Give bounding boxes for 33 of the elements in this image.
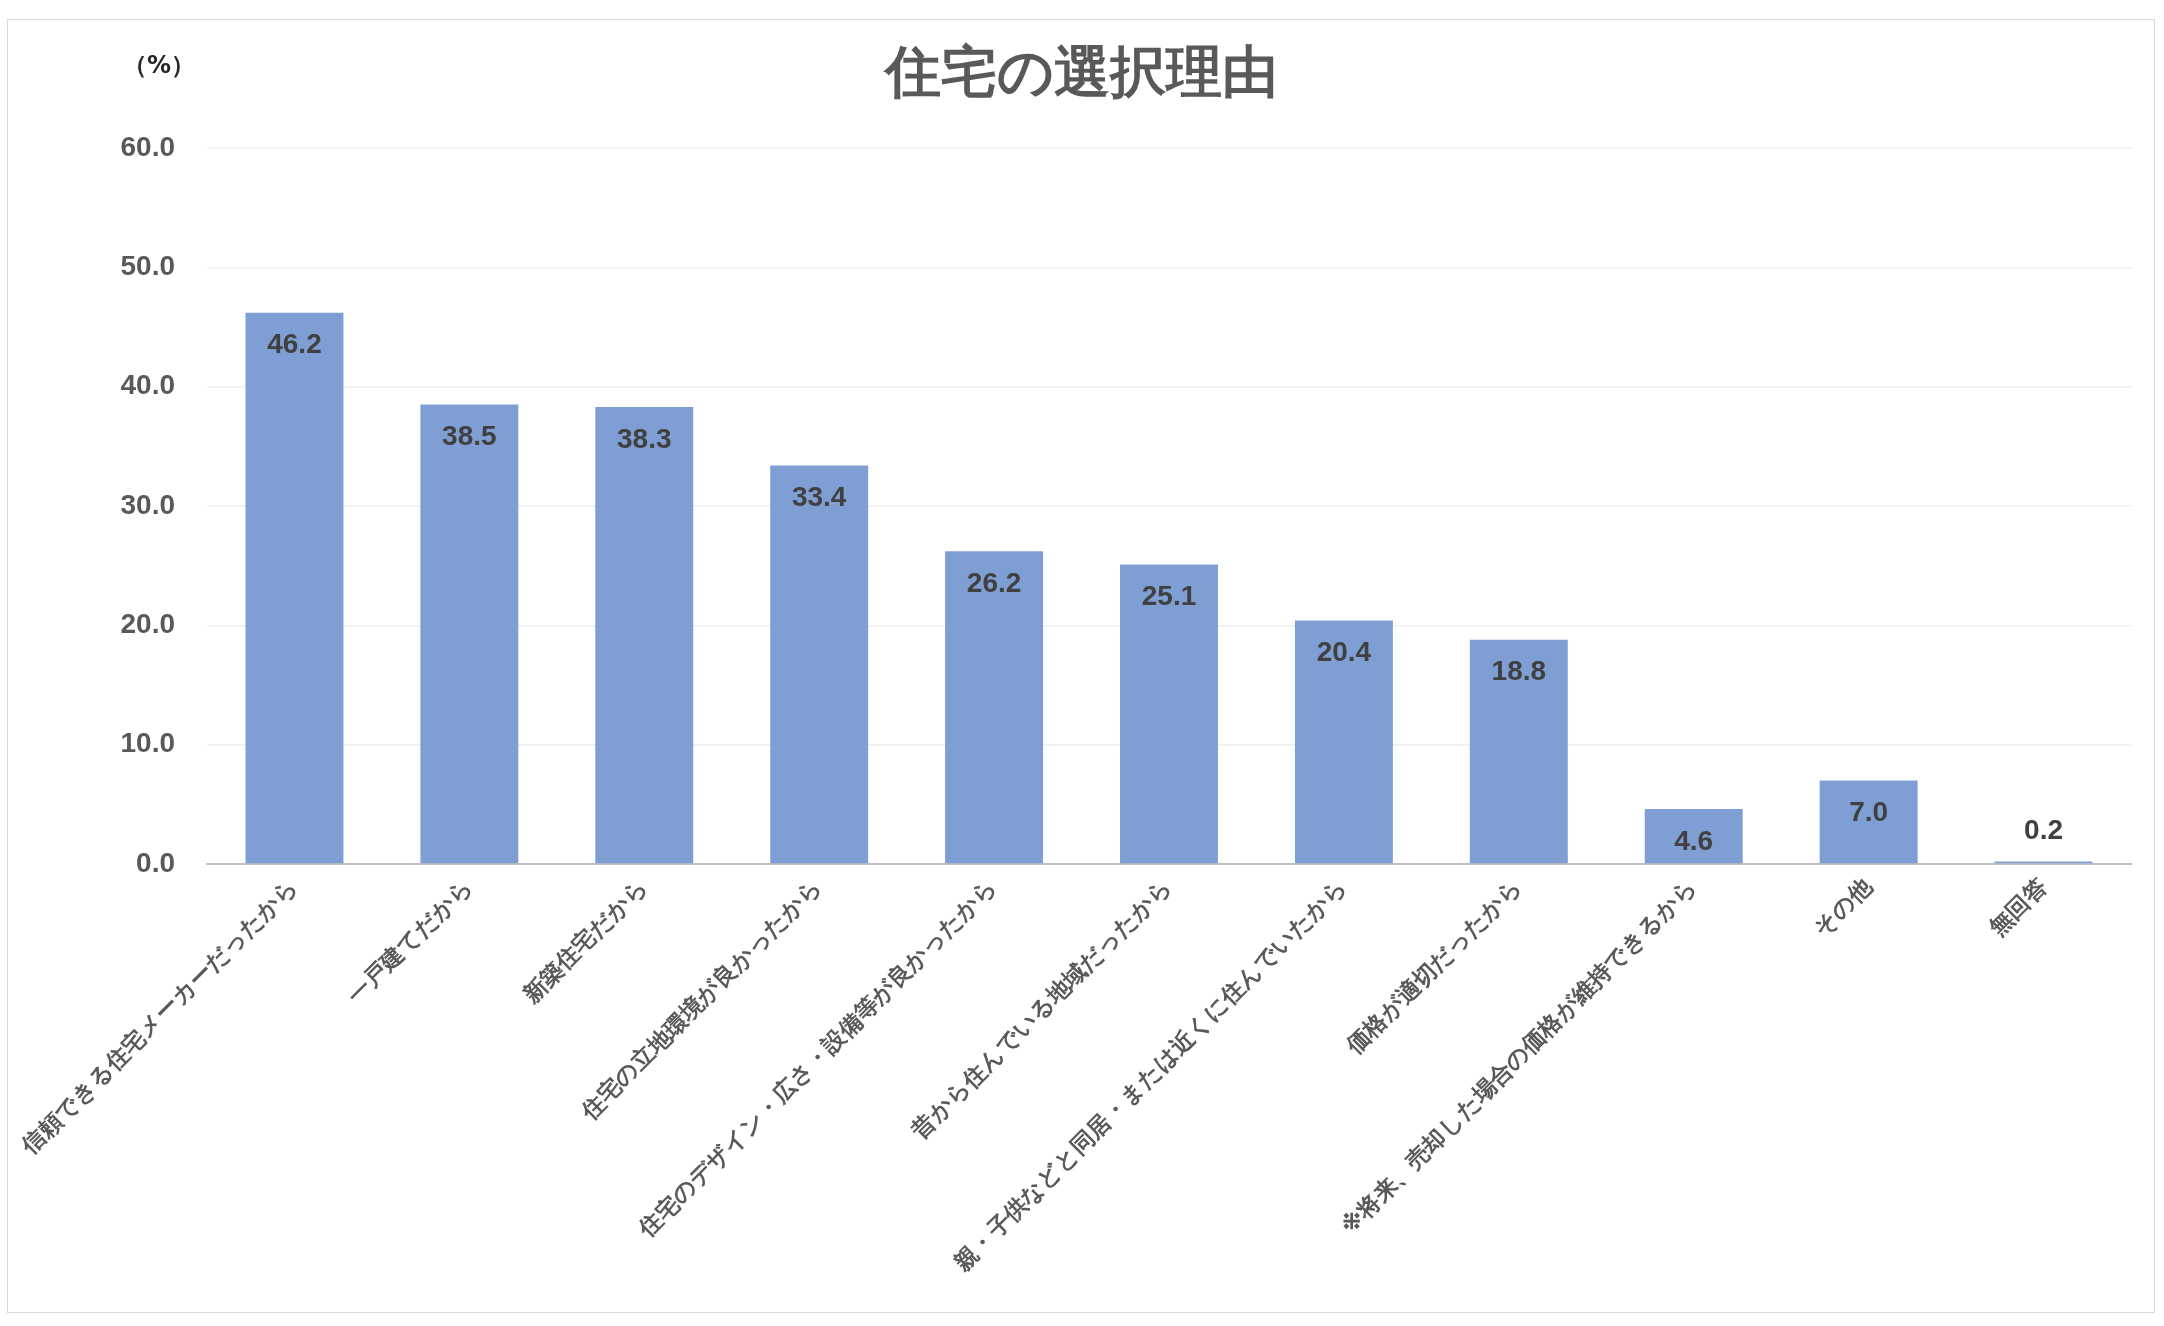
x-tick-label: 無回答 bbox=[1983, 873, 2052, 942]
data-label: 38.5 bbox=[442, 420, 497, 452]
x-tick-label: 新築住宅だから bbox=[516, 873, 653, 1009]
data-label: 18.8 bbox=[1491, 655, 1547, 687]
bar bbox=[945, 551, 1044, 864]
data-label: 0.2 bbox=[2024, 814, 2064, 846]
data-label: 4.6 bbox=[1674, 824, 1714, 856]
x-tick-label: その他 bbox=[1807, 872, 1878, 942]
y-tick-label: 40.0 bbox=[120, 369, 175, 401]
y-tick-label: 10.0 bbox=[120, 727, 175, 759]
x-tick-label: 一戸建てだから bbox=[342, 873, 478, 1009]
bar bbox=[420, 404, 519, 864]
chart-title: 住宅の選択理由 bbox=[882, 38, 1278, 104]
bar bbox=[1469, 639, 1568, 864]
data-label: 33.4 bbox=[791, 481, 847, 513]
y-axis-title: （%） bbox=[122, 51, 196, 80]
y-tick-label: 20.0 bbox=[120, 608, 175, 640]
data-label: 38.3 bbox=[617, 422, 672, 454]
y-tick-label: 30.0 bbox=[120, 488, 175, 520]
data-label: 20.4 bbox=[1316, 636, 1372, 668]
data-label: 46.2 bbox=[267, 328, 322, 360]
bar bbox=[770, 465, 869, 864]
y-tick-label: 60.0 bbox=[120, 130, 175, 162]
data-label: 7.0 bbox=[1849, 796, 1889, 828]
data-label: 25.1 bbox=[1141, 580, 1197, 612]
bar bbox=[1294, 620, 1393, 864]
bar bbox=[1644, 809, 1743, 864]
bar bbox=[1819, 780, 1918, 864]
bar bbox=[1120, 564, 1218, 864]
data-label: 26.2 bbox=[966, 567, 1022, 599]
bar bbox=[245, 312, 344, 864]
bar bbox=[595, 406, 694, 864]
y-tick-label: 50.0 bbox=[120, 250, 175, 282]
